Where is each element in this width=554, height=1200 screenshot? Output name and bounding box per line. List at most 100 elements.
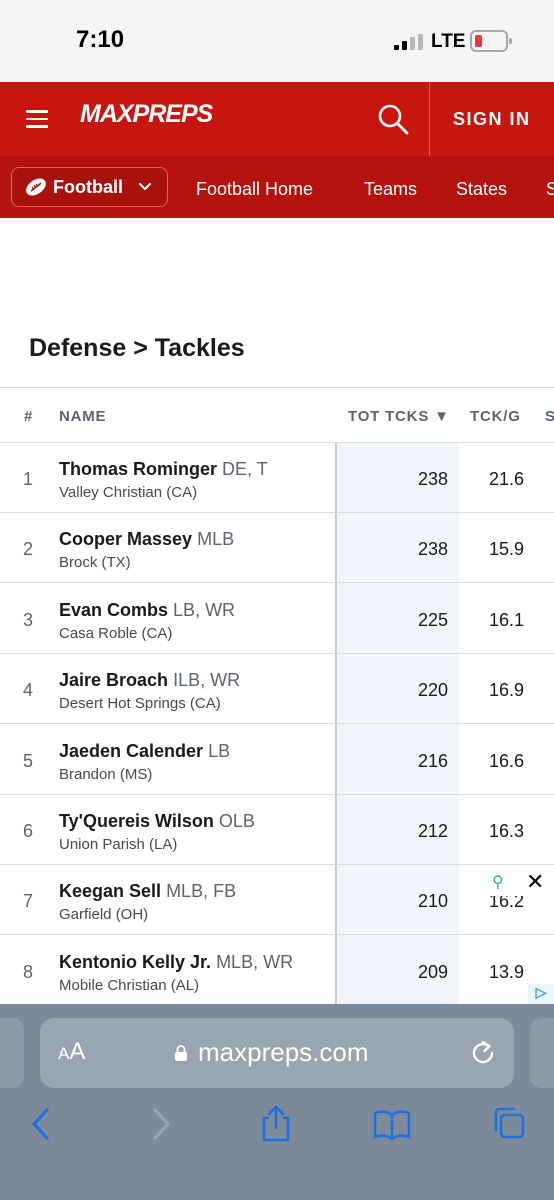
- player-name-text[interactable]: Thomas Rominger: [59, 459, 218, 479]
- row-rank: 8: [23, 961, 34, 982]
- ad-close-icon[interactable]: ✕: [526, 869, 545, 894]
- player-name-text[interactable]: Evan Combs: [59, 599, 169, 620]
- page-title: Defense > Tackles: [29, 334, 245, 362]
- table-header: # NAME TOT TCKS ▼ TCK/G S: [0, 387, 554, 443]
- player-school[interactable]: Mobile Christian (AL): [59, 976, 200, 994]
- col-tot-tcks[interactable]: TOT TCKS ▼: [348, 408, 450, 425]
- chevron-down-icon: [138, 180, 152, 194]
- player-name[interactable]: Kentonio Kelly Jr. MLB, WR: [59, 952, 293, 973]
- nav-states[interactable]: States: [456, 179, 508, 199]
- player-name-text[interactable]: Cooper Massey: [59, 529, 193, 550]
- share-icon[interactable]: [256, 1104, 296, 1144]
- table-row[interactable]: 5 Jaeden Calender LB Brandon (MS) 216 16.6: [0, 725, 554, 795]
- address-bar[interactable]: AA maxpreps.com: [40, 1018, 514, 1088]
- table-row[interactable]: 4 Jaire Broach ILB, WR Desert Hot Springs …: [0, 654, 554, 725]
- signal-icon: [394, 34, 428, 50]
- player-name[interactable]: Ty'Quereis Wilson OLB: [59, 811, 255, 832]
- maxpreps-logo[interactable]: MAXPREPS: [80, 100, 213, 128]
- reader-aa-button[interactable]: AA: [58, 1038, 86, 1065]
- ad-controls: ⚲ ✕: [488, 868, 554, 896]
- sport-label: Football: [53, 177, 123, 197]
- player-school[interactable]: Casa Roble (CA): [59, 624, 173, 642]
- table-row[interactable]: 8 Kentonio Kelly Jr. MLB, WR Mobile Christ…: [0, 936, 554, 1006]
- tackles-per-game: 13.9: [488, 961, 524, 982]
- player-school[interactable]: Garfield (OH): [59, 906, 149, 924]
- nav-football-home[interactable]: Football Home: [196, 179, 314, 199]
- player-position: ILB, WR: [173, 670, 241, 691]
- status-bar: 7:10 LTE: [0, 0, 554, 82]
- row-rank: 1: [23, 469, 34, 489]
- lock-icon: [174, 1044, 188, 1062]
- player-position: LB, WR: [173, 599, 236, 620]
- search-icon[interactable]: [376, 102, 410, 136]
- total-tackles: 216: [417, 750, 448, 771]
- row-rank: 6: [23, 821, 34, 841]
- menu-icon[interactable]: [26, 110, 48, 128]
- player-position: LB: [208, 740, 231, 761]
- player-position: DE, T: [222, 459, 268, 479]
- player-school[interactable]: Union Parish (LA): [59, 836, 178, 853]
- player-name[interactable]: Keegan Sell MLB, FB: [59, 881, 236, 902]
- bookmarks-icon[interactable]: [372, 1104, 412, 1144]
- player-school[interactable]: Brock (TX): [59, 554, 131, 572]
- previous-tab-peek[interactable]: [0, 1018, 24, 1088]
- table-row[interactable]: 2 Cooper Massey MLB Brock (TX) 238 15.9: [0, 513, 554, 584]
- battery-icon: [470, 30, 512, 52]
- tackles-per-game: 16.9: [488, 680, 524, 701]
- total-tackles: 238: [417, 469, 448, 489]
- status-time: 7:10: [76, 26, 125, 53]
- player-name-text[interactable]: Jaeden Calender: [59, 740, 204, 761]
- col-next[interactable]: S: [545, 408, 554, 425]
- sport-selector[interactable]: Football: [11, 167, 168, 207]
- tackles-per-game: 16.3: [488, 821, 524, 841]
- ad-badge[interactable]: ▷: [528, 984, 554, 1004]
- player-name[interactable]: Thomas Rominger DE, T: [59, 459, 268, 480]
- table-row[interactable]: 3 Evan Combs LB, WR Casa Roble (CA) 225 16.1: [0, 584, 554, 654]
- row-rank: 2: [23, 539, 34, 560]
- col-name[interactable]: NAME: [59, 408, 107, 425]
- col-tckg[interactable]: TCK/G: [470, 408, 521, 425]
- tackles-per-game: 21.6: [488, 469, 524, 489]
- table-row[interactable]: 1 Thomas Rominger DE, T Valley Christian (…: [0, 443, 554, 513]
- tabs-icon[interactable]: [488, 1104, 528, 1144]
- table-row[interactable]: 6 Ty'Quereis Wilson OLB Union Parish (LA) 2…: [0, 795, 554, 865]
- player-position: OLB: [218, 811, 255, 831]
- player-name[interactable]: Evan Combs LB, WR: [59, 600, 235, 621]
- col-rank: #: [24, 408, 34, 425]
- browser-toolbar: AA maxpreps.com: [0, 1004, 554, 1200]
- tackles-per-game: 16.2: [488, 891, 524, 912]
- nav-teams[interactable]: Teams: [364, 179, 418, 199]
- player-name-text[interactable]: Keegan Sell: [59, 881, 162, 902]
- total-tackles: 220: [417, 680, 448, 701]
- player-name[interactable]: Jaire Broach ILB, WR: [59, 670, 240, 691]
- sorted-column-highlight: [335, 387, 459, 1006]
- total-tackles: 225: [417, 609, 448, 630]
- reload-icon[interactable]: [468, 1038, 498, 1068]
- back-icon[interactable]: [22, 1104, 62, 1144]
- player-school[interactable]: Brandon (MS): [59, 765, 153, 783]
- player-school[interactable]: Desert Hot Springs (CA): [59, 695, 221, 713]
- table-row[interactable]: 7 Keegan Sell MLB, FB Garfield (OH) 210 16.2: [0, 865, 554, 936]
- forward-icon[interactable]: [140, 1104, 180, 1144]
- player-name-text[interactable]: Ty'Quereis Wilson: [59, 811, 214, 831]
- player-name-text[interactable]: Jaire Broach: [59, 670, 169, 691]
- total-tackles: 212: [417, 821, 448, 841]
- ad-choices-icon[interactable]: ⚲: [492, 874, 504, 891]
- carrier-label: LTE: [431, 31, 466, 52]
- player-name[interactable]: Cooper Massey MLB: [59, 529, 234, 550]
- player-position: MLB, FB: [166, 881, 237, 902]
- nav-next[interactable]: S: [546, 179, 554, 199]
- sign-in-button[interactable]: SIGN IN: [453, 109, 531, 129]
- total-tackles: 238: [417, 539, 448, 560]
- player-school[interactable]: Valley Christian (CA): [59, 484, 198, 501]
- header-divider: [429, 82, 430, 156]
- sport-subnav: Football Football Home Teams States S: [0, 156, 554, 218]
- football-icon: [24, 176, 48, 198]
- row-rank: 5: [23, 750, 34, 771]
- player-name-text[interactable]: Kentonio Kelly Jr.: [59, 951, 212, 972]
- next-tab-peek[interactable]: [530, 1018, 554, 1088]
- player-position: MLB: [197, 529, 235, 550]
- player-name[interactable]: Jaeden Calender LB: [59, 741, 230, 762]
- url-text[interactable]: maxpreps.com: [198, 1037, 369, 1067]
- site-header: MAXPREPS SIGN IN: [0, 82, 554, 156]
